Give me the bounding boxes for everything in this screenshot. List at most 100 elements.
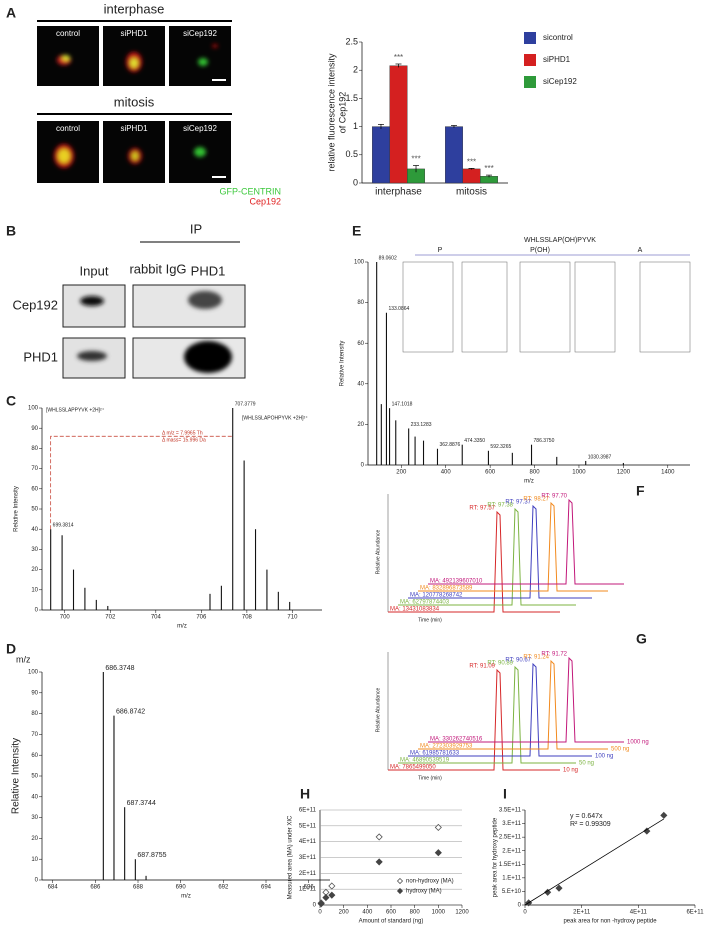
legend-swatch — [524, 32, 536, 44]
y-tick-label: 50 — [31, 507, 38, 513]
bar — [389, 65, 408, 184]
point — [434, 823, 442, 831]
y-tick-label: 100 — [28, 406, 39, 412]
point — [328, 882, 336, 890]
y-tick-label: 3E+11 — [299, 855, 317, 861]
y-tick-label: 2.5 — [345, 36, 358, 46]
lane-label: Input — [80, 263, 109, 278]
y-tick-label: 20 — [357, 422, 364, 428]
peak-label: 687.8755 — [137, 852, 166, 859]
point — [322, 894, 330, 902]
corner-label: m/z — [16, 654, 31, 664]
point — [328, 891, 336, 899]
y-axis-label: Relative Intensity — [11, 738, 22, 814]
axis-label: Time (min) — [418, 617, 442, 623]
chromatogram-trace — [388, 510, 560, 613]
legend-swatch — [524, 76, 536, 88]
y-tick-label: 2E+11 — [299, 871, 317, 877]
ma-label: MA: 62797874403 — [400, 600, 450, 606]
x-tick-label: 0 — [318, 910, 322, 916]
column-label: siCep192 — [183, 29, 217, 38]
y-tick-label: 30 — [31, 547, 38, 553]
trendline-label: y = 0.647x — [570, 813, 603, 820]
rt-label: RT: 91.24 — [523, 655, 549, 661]
point — [555, 884, 563, 892]
x-tick-label: interphase — [375, 187, 422, 198]
x-tick-label: 710 — [287, 615, 298, 621]
x-tick-label: 694 — [261, 885, 272, 891]
x-tick-label: 690 — [176, 885, 187, 891]
y-tick-label: 1 — [353, 121, 358, 131]
y-tick-label: 10 — [31, 857, 38, 863]
x-tick-label: 200 — [396, 470, 407, 476]
rt-label: RT: 90.67 — [505, 658, 531, 664]
delta-guide — [50, 435, 233, 530]
x-tick-label: 708 — [242, 615, 253, 621]
y-tick-label: 1.E+11 — [502, 875, 521, 881]
annotation: [WHLSSLAPOHPYVK +2H]²⁺ — [242, 415, 308, 421]
bar — [445, 126, 463, 184]
legend-label: hydroxy (MA) — [406, 889, 442, 895]
axis-label: Relative Abundance — [375, 530, 381, 575]
column-label: siPHD1 — [120, 29, 148, 38]
x-tick-label: 600 — [485, 470, 496, 476]
msms-insets — [402, 254, 691, 353]
y-axis-label: Relative Intensity — [340, 341, 346, 387]
y-tick-label: 80 — [31, 446, 38, 452]
chromatogram-trace — [408, 662, 592, 757]
peak-label: 1030.3987 — [588, 454, 612, 460]
x-tick-label: 1000 — [432, 910, 446, 916]
x-tick-label: 702 — [105, 615, 116, 621]
legend-marker — [396, 877, 404, 885]
x-tick-label: 688 — [133, 885, 144, 891]
y-tick-label: 40 — [31, 527, 38, 533]
y-tick-label: 20 — [31, 836, 38, 842]
x-tick-label: 700 — [60, 615, 71, 621]
x-tick-label: 400 — [362, 910, 373, 916]
panel-label: F — [636, 483, 645, 499]
panel-label: D — [6, 641, 16, 657]
y-axis-label: relative fluorescence intensity — [326, 53, 336, 172]
column-label: control — [56, 29, 80, 38]
column-label: siPHD1 — [120, 124, 148, 133]
row-label: PHD1 — [23, 349, 58, 364]
legend-label: non-hydroxy (MA) — [406, 879, 454, 885]
ma-label: MA: 7865499050 — [390, 765, 436, 771]
chromatogram-trace — [398, 507, 576, 606]
ma-label: MA: 13431083834 — [390, 607, 440, 613]
micrographs — [37, 20, 232, 183]
peak-label: 786.3750 — [534, 438, 555, 444]
trendline — [524, 818, 665, 906]
annotation: Δ mass= 15.996 Da — [162, 437, 206, 443]
legend-text: GFP-CENTRIN — [220, 186, 282, 196]
peak-label: 147.1018 — [392, 401, 413, 407]
significance: *** — [411, 155, 420, 164]
y-tick-label: 4E+11 — [299, 839, 317, 845]
y-tick-label: 40 — [357, 381, 364, 387]
x-tick-label: 800 — [410, 910, 421, 916]
y-tick-label: 1E+11 — [299, 887, 317, 893]
y-tick-label: 0.5 — [345, 149, 358, 159]
x-axis-label: m/z — [177, 624, 187, 630]
ma-label: MA: 46890539519 — [400, 758, 450, 764]
annotation: [WHLSSLAPPYVK +2H]²⁺ — [46, 407, 105, 413]
rt-label: RT: 98.27 — [523, 497, 549, 503]
y-axis-label: Measured area (MA) under XIC — [288, 815, 294, 899]
peak-label: 707.3779 — [235, 401, 256, 407]
x-tick-label: 704 — [151, 615, 162, 621]
legend-label: siCep192 — [543, 77, 577, 86]
x-tick-label: 1000 — [572, 470, 586, 476]
column-label: siCep192 — [183, 124, 217, 133]
western-blots — [62, 241, 246, 379]
annotation: Δ m/z = 7.9965 Th — [162, 430, 203, 436]
x-tick-label: 706 — [196, 615, 207, 621]
x-tick-label: 696 — [304, 885, 315, 891]
amount-label: 1000 ng — [627, 740, 649, 746]
axis-label: Relative Abundance — [375, 688, 381, 733]
legend-marker — [396, 887, 404, 895]
x-tick-label: 600 — [386, 910, 397, 916]
y-tick-label: 2.E+11 — [502, 848, 521, 854]
y-tick-label: 100 — [28, 670, 39, 676]
header: interphase — [104, 1, 165, 16]
trendline-r2: R² = 0.99309 — [570, 821, 611, 828]
